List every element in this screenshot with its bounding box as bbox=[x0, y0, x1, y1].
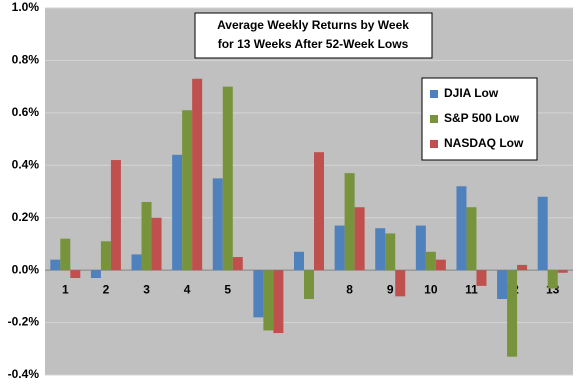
y-tick-label: -0.2% bbox=[8, 315, 40, 329]
bar bbox=[456, 186, 467, 271]
x-tick-label: 10 bbox=[424, 282, 438, 296]
bar bbox=[375, 228, 386, 271]
bar bbox=[507, 270, 518, 357]
legend-swatch bbox=[430, 115, 438, 123]
bar bbox=[304, 270, 314, 299]
bar bbox=[537, 196, 548, 271]
y-tick-label: 0.2% bbox=[12, 210, 40, 224]
y-tick-label: 1.0% bbox=[12, 0, 40, 14]
bar bbox=[60, 238, 71, 271]
bar bbox=[476, 270, 487, 286]
y-tick-label: 0.6% bbox=[12, 105, 40, 119]
x-tick-label: 9 bbox=[387, 282, 394, 296]
bar bbox=[172, 154, 183, 271]
bar bbox=[425, 251, 436, 271]
x-tick-label: 3 bbox=[143, 282, 150, 296]
bar bbox=[435, 259, 446, 271]
bar bbox=[222, 86, 233, 271]
bar bbox=[273, 270, 284, 334]
legend-label: S&P 500 Low bbox=[444, 111, 520, 125]
bar bbox=[131, 254, 142, 271]
bar bbox=[192, 78, 203, 271]
x-tick-label: 2 bbox=[103, 282, 110, 296]
bar bbox=[395, 270, 406, 297]
bar bbox=[212, 178, 223, 271]
x-tick-label: 5 bbox=[224, 282, 231, 296]
y-tick-label: 0.0% bbox=[12, 262, 40, 276]
bar bbox=[110, 160, 121, 271]
bar bbox=[354, 207, 365, 271]
bar bbox=[294, 251, 304, 271]
bar bbox=[253, 270, 264, 318]
bar bbox=[547, 270, 558, 289]
bar bbox=[263, 270, 274, 331]
plot-area bbox=[45, 8, 573, 375]
bar bbox=[182, 110, 193, 271]
bar bbox=[385, 233, 396, 271]
y-tick-label: -0.4% bbox=[8, 367, 40, 381]
bar bbox=[100, 241, 111, 271]
bar bbox=[415, 225, 426, 271]
bar bbox=[497, 270, 508, 299]
bar bbox=[151, 217, 162, 271]
chart-title: for 13 Weeks After 52-Week Lows bbox=[218, 37, 409, 51]
bar bbox=[141, 201, 152, 271]
bar bbox=[466, 207, 477, 271]
x-tick-label: 8 bbox=[346, 282, 353, 296]
chart-title: Average Weekly Returns by Week bbox=[217, 18, 409, 32]
bar bbox=[90, 270, 101, 279]
bar bbox=[314, 152, 324, 271]
legend-swatch bbox=[430, 140, 438, 148]
legend-box bbox=[421, 77, 538, 161]
legend-label: DJIA Low bbox=[444, 86, 499, 100]
x-tick-label: 4 bbox=[184, 282, 191, 296]
bar bbox=[70, 270, 81, 279]
bar bbox=[557, 270, 568, 273]
bar bbox=[334, 225, 345, 271]
legend-label: NASDAQ Low bbox=[444, 136, 524, 150]
x-tick-label: 1 bbox=[62, 282, 69, 296]
bar bbox=[232, 257, 243, 271]
x-tick-label: 11 bbox=[465, 282, 478, 296]
bar bbox=[50, 259, 61, 271]
bar bbox=[344, 173, 355, 271]
y-tick-label: 0.4% bbox=[12, 157, 40, 171]
y-tick-label: 0.8% bbox=[12, 53, 40, 67]
bar bbox=[517, 264, 528, 271]
legend-swatch bbox=[430, 90, 438, 98]
title-box bbox=[194, 12, 433, 59]
